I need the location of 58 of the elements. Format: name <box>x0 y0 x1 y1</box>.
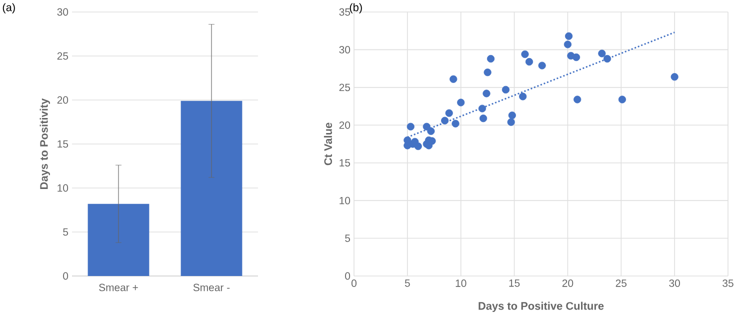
y-tick-label: 25 <box>339 84 350 92</box>
y-tick-label: 10 <box>340 196 350 204</box>
y-tick-label: 35 <box>339 8 350 16</box>
point <box>508 112 516 120</box>
point <box>414 142 422 150</box>
x-axis-title: Days to Positive Culture <box>478 302 604 312</box>
point <box>452 120 460 128</box>
point <box>572 53 580 62</box>
y-tick-label: 20 <box>57 96 68 104</box>
x-tick-label: Smear + <box>99 284 138 292</box>
x-tick-label: 30 <box>669 280 680 287</box>
y-tick-label: 5 <box>345 234 350 242</box>
y-tick-label: 15 <box>340 159 350 167</box>
point <box>480 114 488 122</box>
y-tick-label: 30 <box>339 46 350 54</box>
x-tick-label: Smear - <box>193 284 230 292</box>
point <box>670 73 678 81</box>
point <box>574 96 582 104</box>
y-axis-title: Days to Positivity <box>40 98 50 189</box>
y-tick-label: 5 <box>63 228 68 236</box>
point <box>486 54 495 63</box>
chart-title: (b) <box>350 3 362 14</box>
point <box>450 75 458 83</box>
x-tick-label: 10 <box>456 280 466 287</box>
point <box>478 104 486 112</box>
point <box>525 58 534 66</box>
y-tick-label: 20 <box>339 121 350 129</box>
point <box>427 127 435 135</box>
y-tick-label: 10 <box>58 184 68 192</box>
point <box>618 96 626 104</box>
y-axis-title: Ct Value <box>324 122 332 166</box>
point <box>502 86 510 94</box>
y-tick-label: 30 <box>57 8 68 16</box>
point <box>564 32 573 40</box>
x-tick-label: 35 <box>722 280 734 287</box>
x-tick-label: 25 <box>616 280 627 287</box>
y-tick-label: 25 <box>57 52 68 60</box>
point <box>598 50 606 58</box>
y-tick-label: 0 <box>63 272 68 280</box>
point <box>564 40 572 48</box>
point <box>457 98 465 106</box>
x-tick-label: 20 <box>562 280 574 287</box>
x-tick-label: 15 <box>509 280 520 287</box>
point <box>521 50 529 58</box>
point <box>406 122 414 130</box>
point <box>507 118 515 126</box>
point <box>538 62 546 70</box>
chart-title: (a) <box>2 3 15 14</box>
y-tick-label: 15 <box>58 140 68 148</box>
point <box>603 54 612 63</box>
point <box>441 116 449 124</box>
x-tick-label: 5 <box>404 280 410 287</box>
point <box>519 92 527 100</box>
point <box>445 109 453 117</box>
point <box>482 90 490 98</box>
y-tick-label: 0 <box>345 272 350 280</box>
point <box>484 68 492 76</box>
x-tick-label: 0 <box>352 280 356 287</box>
